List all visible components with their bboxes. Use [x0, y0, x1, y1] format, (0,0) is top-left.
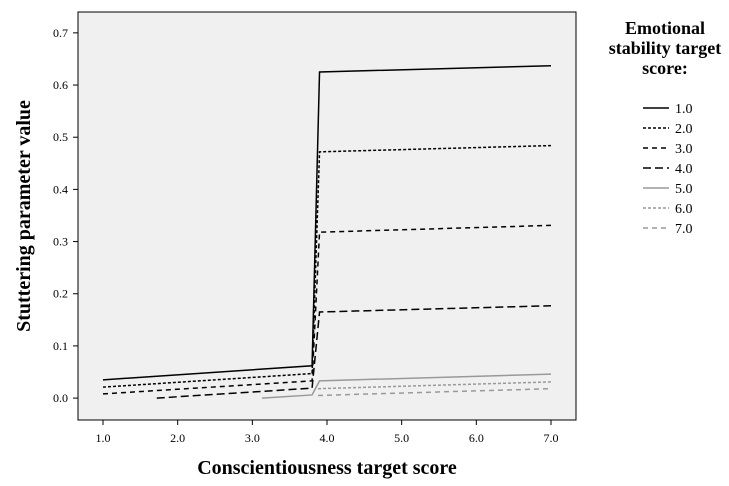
- x-axis-title: Conscientiousness target score: [197, 457, 457, 479]
- x-tick-label: 7.0: [543, 431, 558, 445]
- series-line: [261, 373, 552, 399]
- x-tick-label: 4.0: [320, 431, 335, 445]
- series-line: [156, 304, 552, 399]
- y-tick-label: 0.2: [53, 287, 68, 301]
- x-tick-label: 2.0: [170, 431, 185, 445]
- plot-area: [77, 11, 577, 421]
- y-tick-label: 0.5: [53, 130, 68, 144]
- legend-title: Emotional stability target score:: [608, 18, 722, 78]
- legend-label: 7.0: [675, 222, 693, 237]
- legend-label: 4.0: [675, 162, 693, 177]
- legend-label: 1.0: [675, 102, 693, 117]
- series-line: [318, 387, 552, 397]
- series-line: [102, 64, 552, 381]
- y-tick-label: 0.4: [53, 182, 68, 196]
- y-tick-label: 0.3: [53, 235, 68, 249]
- x-tick-label: 1.0: [96, 431, 111, 445]
- series-line: [102, 224, 552, 395]
- legend-label: 5.0: [675, 182, 693, 197]
- y-axis-title: Stuttering parameter value: [13, 100, 35, 332]
- series-line: [318, 381, 552, 390]
- x-tick-label: 6.0: [469, 431, 484, 445]
- x-tick-label: 3.0: [245, 431, 260, 445]
- x-tick-label: 5.0: [394, 431, 409, 445]
- y-tick-label: 0.1: [53, 339, 68, 353]
- series-line: [102, 144, 552, 388]
- legend-label: 6.0: [675, 202, 693, 217]
- y-tick-label: 0.0: [53, 391, 68, 405]
- legend-label: 2.0: [675, 122, 693, 137]
- y-tick-label: 0.7: [53, 26, 68, 40]
- legend-label: 3.0: [675, 142, 693, 157]
- y-tick-label: 0.6: [53, 78, 68, 92]
